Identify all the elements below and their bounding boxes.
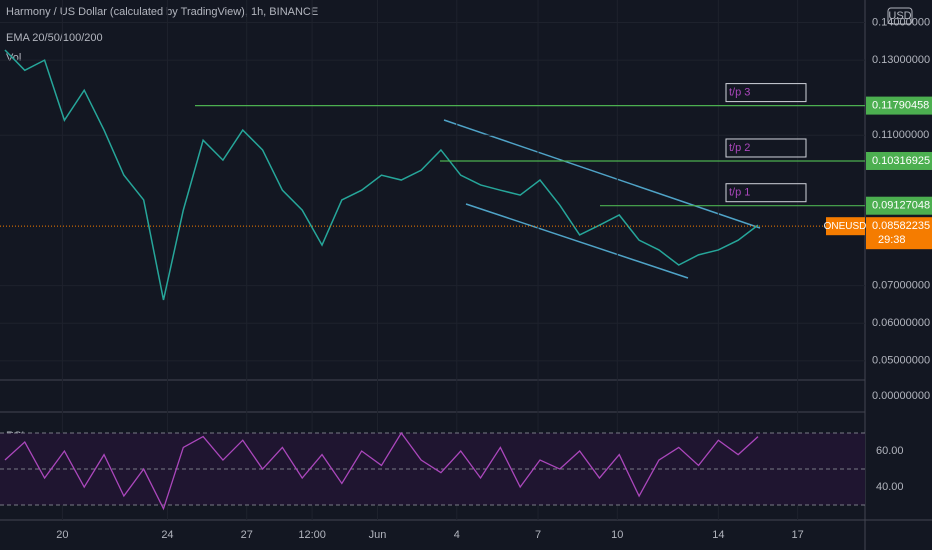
currency[interactable]: USD: [888, 10, 911, 22]
y-tick-label: 0.05000000: [872, 355, 930, 367]
x-tick-label: 14: [712, 529, 724, 541]
level-price-box: [866, 96, 932, 115]
rsi-line: [4, 431, 759, 511]
current-price-box: [866, 217, 932, 250]
countdown: 29:38: [878, 234, 906, 246]
level-price: 0.10316925: [872, 155, 930, 167]
x-tick-label: 24: [161, 529, 173, 541]
current-price: 0.08582235: [872, 220, 930, 232]
x-tick-label: 10: [611, 529, 623, 541]
y-tick-label: 0.07000000: [872, 280, 930, 292]
level-price: 0.11790458: [872, 100, 929, 112]
level-box: [725, 83, 807, 103]
x-tick-label: 27: [241, 529, 253, 541]
x-tick-label: 12:00: [298, 529, 326, 541]
level-text: t/p 3: [729, 87, 750, 99]
x-tick-label: Jun: [369, 529, 387, 541]
level-price-box: [866, 196, 932, 215]
x-tick-label: 7: [535, 529, 541, 541]
x-tick-label: 4: [454, 529, 460, 541]
price-line: [4, 49, 759, 301]
indicator-label: EMA 20/50/100/200: [6, 32, 103, 44]
x-tick-label: 20: [56, 529, 68, 541]
level-price-box: [866, 151, 932, 170]
level-box: [725, 183, 807, 203]
chart-title: Harmony / US Dollar (calculated by Tradi…: [6, 6, 318, 18]
y-tick-label: 0.13000000: [872, 54, 930, 66]
x-tick-label: 17: [791, 529, 803, 541]
rsi-tick-label: 60.00: [876, 445, 904, 457]
y-tick-label: 0.00000000: [872, 390, 930, 402]
rsi-tick-label: 40.00: [876, 481, 904, 493]
y-tick-label: 0.06000000: [872, 317, 930, 329]
y-tick-label: 0.14000000: [872, 16, 930, 28]
level-price: 0.09127048: [872, 200, 930, 212]
level-box: [725, 138, 807, 158]
channel: [443, 119, 761, 279]
currency-box[interactable]: [887, 7, 913, 25]
level-text: t/p 2: [729, 142, 750, 154]
y-tick-label: 0.11000000: [872, 129, 929, 141]
symbol-box: [826, 217, 865, 236]
symbol: ONEUSD: [824, 221, 867, 232]
level-text: t/p 1: [729, 187, 750, 199]
